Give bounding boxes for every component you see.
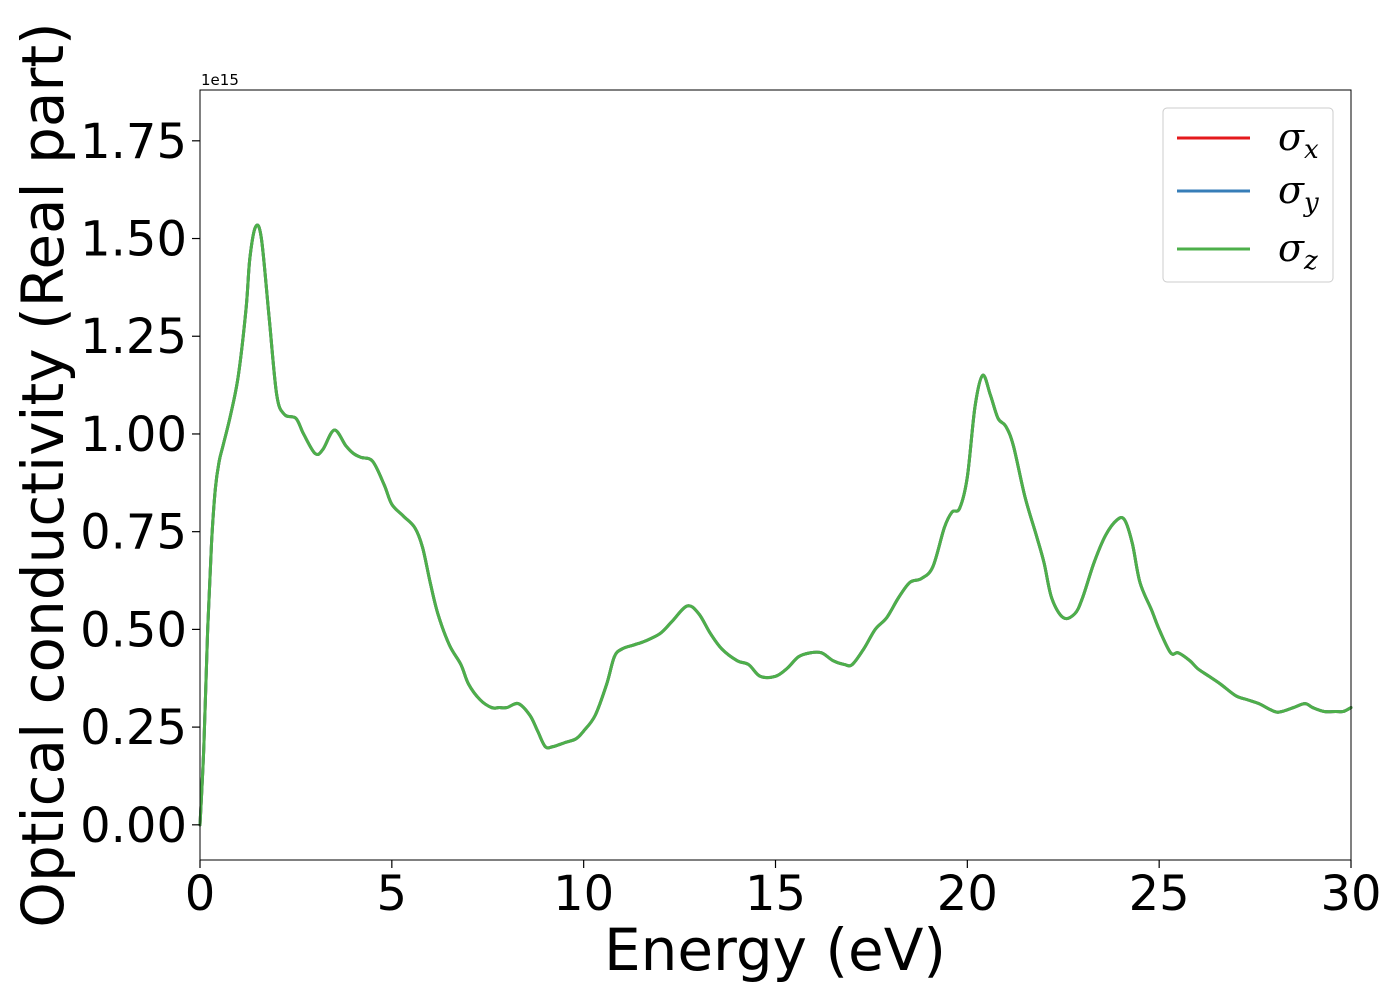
x-tick-label: 20	[937, 866, 998, 922]
legend-label-x: σx	[1278, 115, 1319, 165]
x-tick-label: 0	[185, 866, 216, 922]
y-axis-offset-label: 1e15	[201, 71, 239, 89]
y-tick-label: 1.25	[80, 309, 187, 365]
y-tick-label: 0.75	[80, 505, 187, 561]
y-tick-label: 0.00	[80, 798, 187, 854]
y-axis: 0.00 0.25 0.50 0.75 1.00 1.25 1.50 1.75	[80, 114, 200, 854]
x-axis: 0 5 10 15 20 25 30	[185, 860, 1382, 922]
x-tick-label: 5	[377, 866, 408, 922]
x-axis-title: Energy (eV)	[604, 916, 946, 984]
legend-label-z: σz	[1278, 226, 1318, 276]
x-tick-label: 25	[1129, 866, 1190, 922]
legend-box	[1162, 107, 1334, 283]
y-tick-label: 0.50	[80, 602, 187, 658]
x-tick-label: 30	[1320, 866, 1381, 922]
y-axis-title: Optical conductivity (Real part)	[9, 22, 77, 927]
y-tick-label: 1.75	[80, 114, 187, 170]
y-tick-label: 1.50	[80, 212, 187, 268]
y-tick-label: 0.25	[80, 700, 187, 756]
legend-label-y: σy	[1278, 168, 1319, 218]
x-tick-label: 15	[745, 866, 806, 922]
series-layer	[198, 223, 1353, 827]
y-tick-label: 1.00	[80, 407, 187, 463]
series-line-z	[198, 223, 1353, 827]
x-tick-label: 10	[553, 866, 614, 922]
